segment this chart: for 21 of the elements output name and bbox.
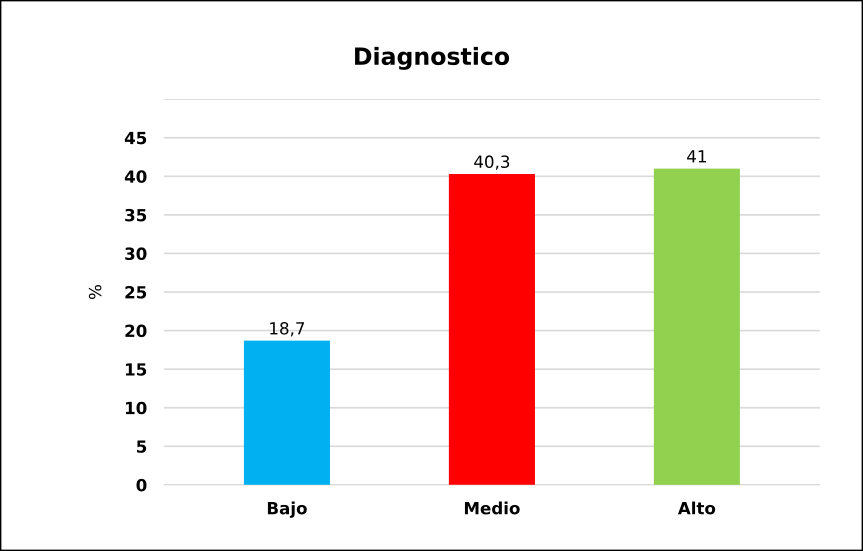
- chart-title: Diagnostico: [355, 46, 510, 70]
- data-label: 40,3: [474, 155, 510, 170]
- y-tick-label: 20: [125, 324, 147, 338]
- y-tick-label: 45: [124, 132, 146, 144]
- y-tick-label: 40: [124, 170, 147, 183]
- y-tick-label: 15: [126, 363, 146, 376]
- bar: [654, 168, 740, 485]
- x-tick-label: Medio: [464, 502, 520, 514]
- y-tick-label: 0: [136, 478, 147, 492]
- y-tick-label: 30: [125, 247, 147, 260]
- y-tick-label: 35: [125, 208, 146, 222]
- x-tick-label: Bajo: [268, 502, 307, 518]
- bar: [244, 340, 330, 485]
- y-tick-label: 25: [125, 286, 146, 299]
- y-axis-title: %: [88, 285, 102, 300]
- y-tick-label: 10: [126, 402, 147, 414]
- data-label: 18,7: [270, 322, 304, 336]
- bar: [448, 174, 535, 485]
- x-tick-label: Alto: [678, 502, 716, 514]
- y-tick-label: 5: [136, 440, 146, 453]
- data-label: 41: [687, 150, 706, 162]
